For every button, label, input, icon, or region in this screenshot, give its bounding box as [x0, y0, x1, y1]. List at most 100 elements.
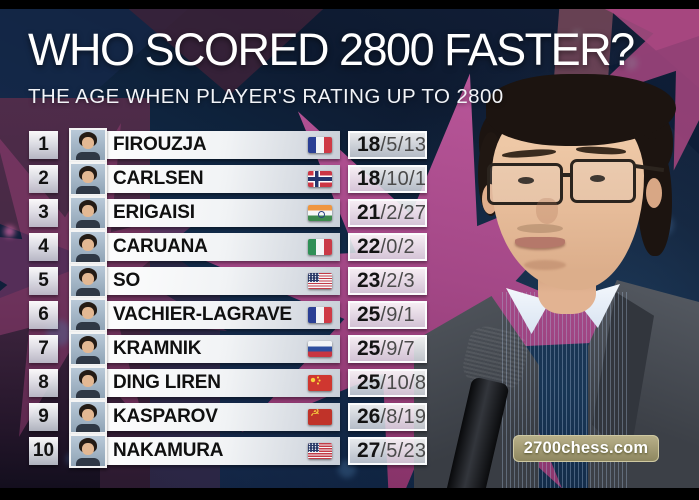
age-years: 22: [357, 235, 381, 258]
age-cell: 25/9/1: [348, 301, 427, 329]
portrait-ear: [646, 178, 662, 208]
age-cell: 22/0/2: [348, 233, 427, 261]
age-cell: 18/5/13: [348, 131, 427, 159]
avatar-body: [76, 458, 100, 466]
age-years: 18: [357, 133, 381, 156]
player-name-bar: CARLSEN: [86, 165, 340, 193]
player-name: SO: [113, 270, 141, 291]
rank-cell: 3: [29, 199, 58, 227]
age-cell: 21/2/27: [348, 199, 427, 227]
player-photo: [69, 230, 107, 264]
age-years: 21: [357, 201, 381, 224]
microphone-body: [444, 376, 510, 500]
age-months-days: /8/19: [380, 405, 427, 428]
rank-cell: 9: [29, 403, 58, 431]
rank-cell: 4: [29, 233, 58, 261]
country-flag-icon: [308, 375, 332, 391]
avatar-body: [76, 186, 100, 194]
player-name: VACHIER-LAGRAVE: [113, 304, 292, 325]
player-name: ERIGAISI: [113, 202, 195, 223]
player-name: CARLSEN: [113, 168, 204, 189]
player-name-bar: KRAMNIK: [86, 335, 340, 363]
country-flag-icon: [308, 205, 332, 221]
age-months-days: /9/7: [380, 337, 415, 360]
avatar-body: [76, 152, 100, 160]
age-months-days: /9/1: [380, 303, 415, 326]
watermark-badge: 2700chess.com: [513, 435, 659, 462]
player-photo: [69, 128, 107, 162]
bokeh-dot: [624, 56, 638, 70]
avatar-body: [76, 424, 100, 432]
glasses-icon: [570, 159, 636, 203]
portrait-chin-shadow: [524, 260, 566, 270]
table-row: 7 KRAMNIK 25/9/7: [29, 332, 427, 366]
age-years: 26: [357, 405, 381, 428]
player-name: DING LIREN: [113, 372, 221, 393]
table-row: 9 KASPAROV 26/8/19: [29, 400, 427, 434]
player-name: KASPAROV: [113, 406, 218, 427]
player-name: NAKAMURA: [113, 440, 224, 461]
country-flag-icon: [308, 307, 332, 323]
portrait-mouth: [515, 237, 565, 248]
player-photo: [69, 434, 107, 468]
player-name-bar: DING LIREN: [86, 369, 340, 397]
player-name: CARUANA: [113, 236, 208, 257]
player-photo: [69, 196, 107, 230]
table-row: 1 FIROUZJA 18/5/13: [29, 128, 427, 162]
age-months-days: /10/8: [380, 371, 427, 394]
rank-cell: 7: [29, 335, 58, 363]
age-years: 25: [357, 371, 381, 394]
avatar-face: [82, 137, 94, 149]
page-subtitle: THE AGE WHEN PLAYER'S RATING UP TO 2800: [28, 85, 504, 108]
portrait-shirt: [502, 292, 628, 500]
age-months-days: /5/23: [380, 439, 427, 462]
avatar-face: [82, 239, 94, 251]
avatar-face: [82, 307, 94, 319]
age-cell: 26/8/19: [348, 403, 427, 431]
avatar-face: [82, 205, 94, 217]
player-name-bar: SO: [86, 267, 340, 295]
ranking-table: 1 FIROUZJA 18/5/13 2 CARLSEN 18/10/1 3: [29, 128, 427, 468]
table-row: 6 VACHIER-LAGRAVE 25/9/1: [29, 298, 427, 332]
glasses-icon: [487, 163, 563, 205]
player-name-bar: KASPAROV: [86, 403, 340, 431]
player-photo: [69, 366, 107, 400]
country-flag-icon: [308, 341, 332, 357]
player-name: FIROUZJA: [113, 134, 207, 155]
age-years: 27: [357, 439, 381, 462]
portrait-nose: [536, 198, 558, 224]
rank-cell: 2: [29, 165, 58, 193]
age-cell: 25/9/7: [348, 335, 427, 363]
letterbox-bar-top: [0, 0, 699, 9]
player-name-bar: FIROUZJA: [86, 131, 340, 159]
table-row: 3 ERIGAISI 21/2/27: [29, 196, 427, 230]
player-name-bar: NAKAMURA: [86, 437, 340, 465]
avatar-body: [76, 322, 100, 330]
age-cell: 25/10/8: [348, 369, 427, 397]
avatar-body: [76, 356, 100, 364]
avatar-body: [76, 220, 100, 228]
age-months-days: /10/1: [380, 167, 427, 190]
player-photo: [69, 298, 107, 332]
age-cell: 18/10/1: [348, 165, 427, 193]
avatar-face: [82, 375, 94, 387]
age-cell: 23/2/3: [348, 267, 427, 295]
rank-cell: 8: [29, 369, 58, 397]
player-photo: [69, 264, 107, 298]
avatar-body: [76, 390, 100, 398]
table-row: 2 CARLSEN 18/10/1: [29, 162, 427, 196]
rank-cell: 10: [29, 437, 58, 465]
age-months-days: /0/2: [380, 235, 415, 258]
country-flag-icon: [308, 239, 332, 255]
table-row: 4 CARUANA 22/0/2: [29, 230, 427, 264]
country-flag-icon: [308, 273, 332, 289]
portrait-eye: [518, 177, 534, 184]
country-flag-icon: [308, 137, 332, 153]
player-name-bar: ERIGAISI: [86, 199, 340, 227]
bokeh-dot: [572, 30, 582, 40]
glasses-bridge: [560, 173, 572, 177]
player-name-bar: CARUANA: [86, 233, 340, 261]
avatar-body: [76, 254, 100, 262]
table-row: 5 SO 23/2/3: [29, 264, 427, 298]
